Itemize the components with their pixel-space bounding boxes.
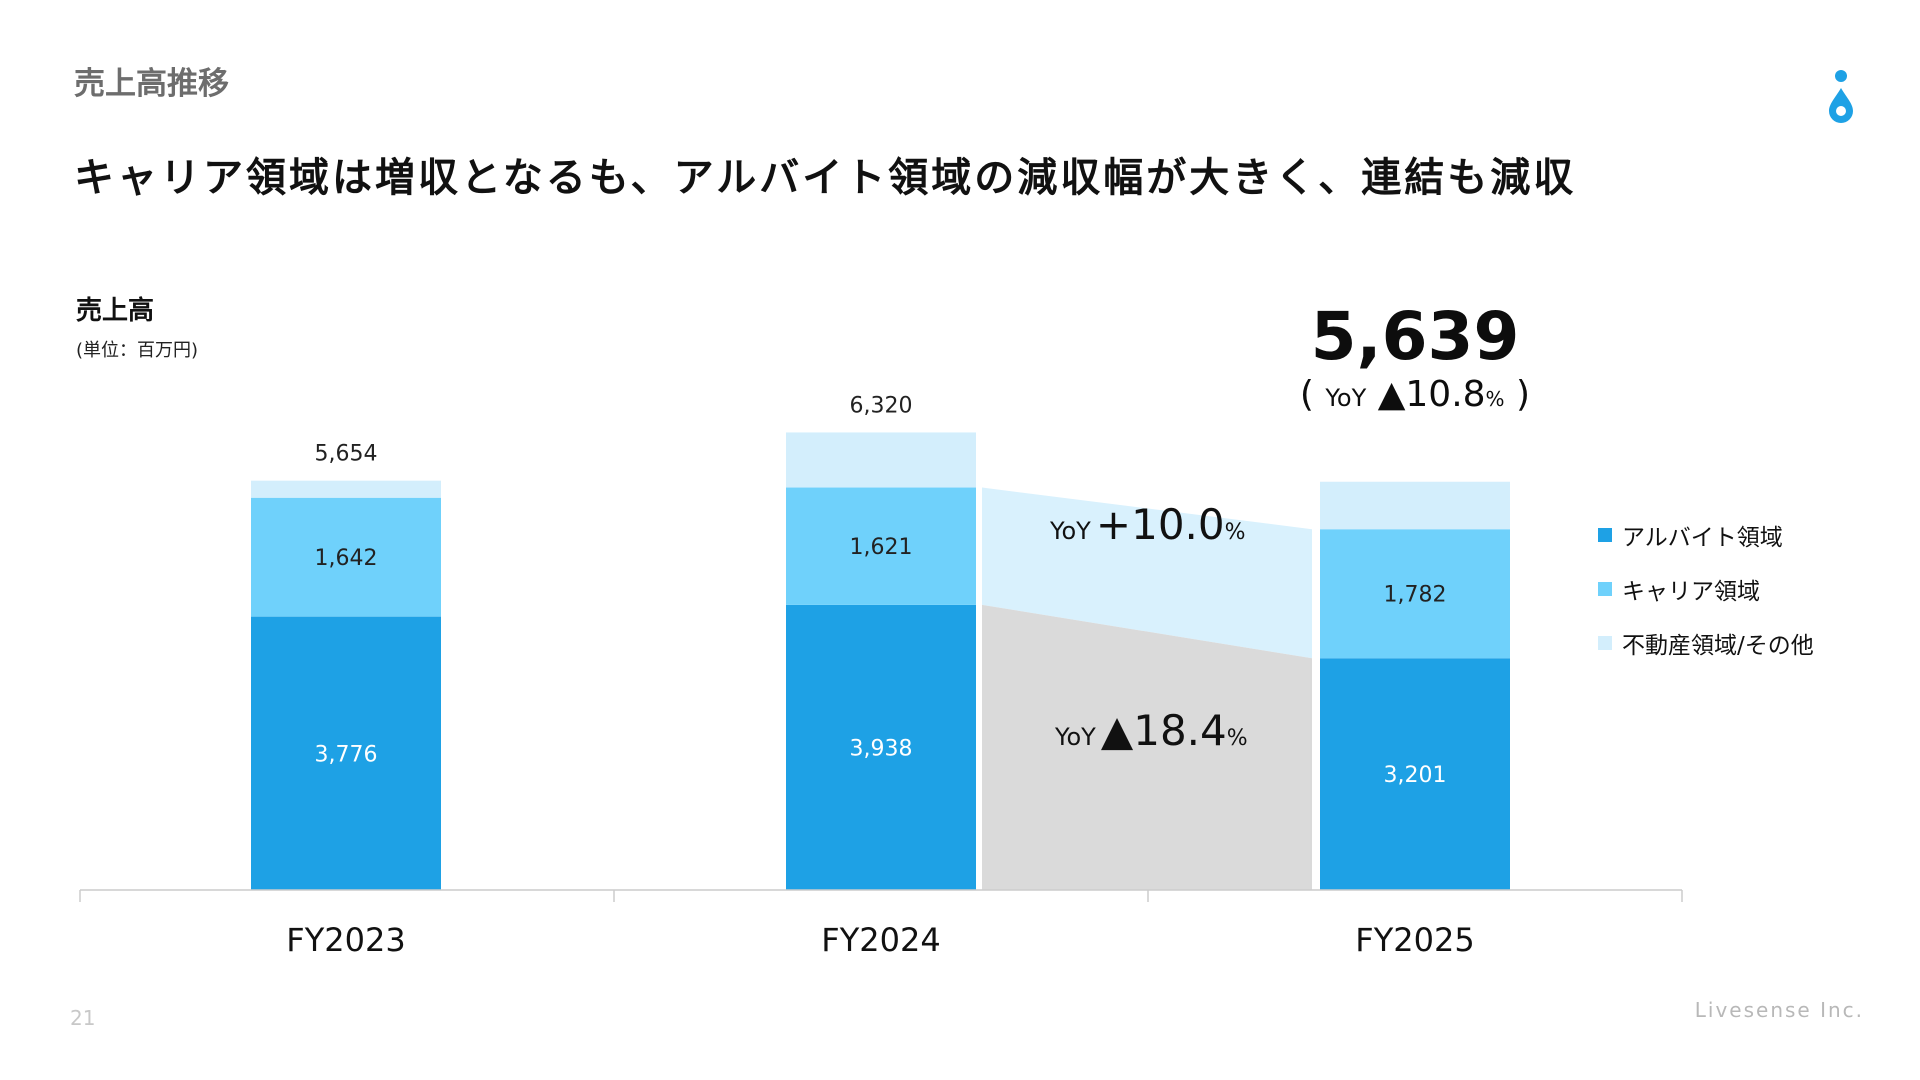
chart-unit: (単位：百万円) — [76, 340, 199, 361]
data-label-arbeit-fy2025: 3,201 — [1384, 763, 1447, 788]
chart-title: 売上高 — [76, 296, 155, 326]
highlight-open-paren: ( — [1299, 374, 1314, 415]
legend-item-arbeit: アルバイト領域 — [1598, 520, 1814, 551]
legend-label-career: キャリア領域 — [1622, 579, 1760, 605]
yoy-career-unit: % — [1224, 520, 1246, 545]
yoy-arbeit-unit: % — [1226, 726, 1248, 751]
bridge-career — [982, 487, 1312, 659]
yoy-arbeit-value: ▲18.4 — [1100, 706, 1227, 755]
chart-legend: アルバイト領域 キャリア領域 不動産領域/その他 — [1598, 520, 1814, 682]
highlight-yoy-prefix: YoY — [1325, 384, 1367, 412]
highlight-yoy: ( YoY ▲10.8% ) — [1280, 374, 1550, 415]
total-label-fy2024: 6,320 — [850, 393, 913, 418]
bar-other-fy2025 — [1320, 481, 1510, 530]
page-number: 21 — [70, 1006, 96, 1030]
legend-label-other: 不動産領域/その他 — [1622, 633, 1814, 659]
bridge-arbeit — [982, 604, 1312, 890]
yoy-career-value: +10.0 — [1095, 500, 1225, 549]
data-label-arbeit-fy2023: 3,776 — [315, 742, 378, 767]
yoy-arbeit-label: YoY ▲18.4% — [1055, 706, 1248, 755]
x-tick-label-fy2024: FY2024 — [821, 921, 940, 959]
data-label-career-fy2024: 1,621 — [850, 535, 913, 560]
x-tick-label-fy2025: FY2025 — [1355, 921, 1474, 959]
bar-other-fy2023 — [251, 480, 441, 498]
data-label-career-fy2025: 1,782 — [1384, 583, 1447, 608]
legend-item-career: キャリア領域 — [1598, 574, 1814, 605]
data-label-arbeit-fy2024: 3,938 — [850, 736, 913, 761]
bar-arbeit-fy2025 — [1320, 658, 1510, 890]
highlight-close-paren: ) — [1516, 374, 1531, 415]
legend-swatch-career — [1598, 582, 1612, 596]
section-title: 売上高推移 — [74, 66, 229, 102]
highlight-yoy-unit: % — [1485, 387, 1505, 411]
company-name: Livesense Inc. — [1694, 998, 1864, 1022]
total-label-fy2023: 5,654 — [315, 442, 378, 467]
bar-other-fy2024 — [786, 432, 976, 488]
bar-career-fy2024 — [786, 487, 976, 605]
yoy-career-label: YoY +10.0% — [1050, 500, 1246, 549]
livesense-drop-logo-icon — [1829, 70, 1853, 123]
legend-swatch-arbeit — [1598, 528, 1612, 542]
data-label-career-fy2023: 1,642 — [315, 546, 378, 571]
legend-label-arbeit: アルバイト領域 — [1622, 525, 1783, 551]
bar-career-fy2025 — [1320, 529, 1510, 659]
legend-item-other: 不動産領域/その他 — [1598, 628, 1814, 659]
bar-arbeit-fy2023 — [251, 616, 441, 890]
headline: キャリア領域は増収となるも、アルバイト領域の減収幅が大きく、連結も減収 — [74, 155, 1577, 201]
legend-swatch-other — [1598, 636, 1612, 650]
yoy-arbeit-prefix: YoY — [1055, 723, 1096, 751]
x-tick-label-fy2023: FY2023 — [286, 921, 405, 959]
bar-arbeit-fy2024 — [786, 604, 976, 890]
yoy-career-prefix: YoY — [1050, 517, 1091, 545]
highlight-yoy-value: ▲10.8 — [1377, 374, 1486, 415]
highlight-total: 5,639 — [1310, 298, 1520, 375]
bar-career-fy2023 — [251, 497, 441, 617]
